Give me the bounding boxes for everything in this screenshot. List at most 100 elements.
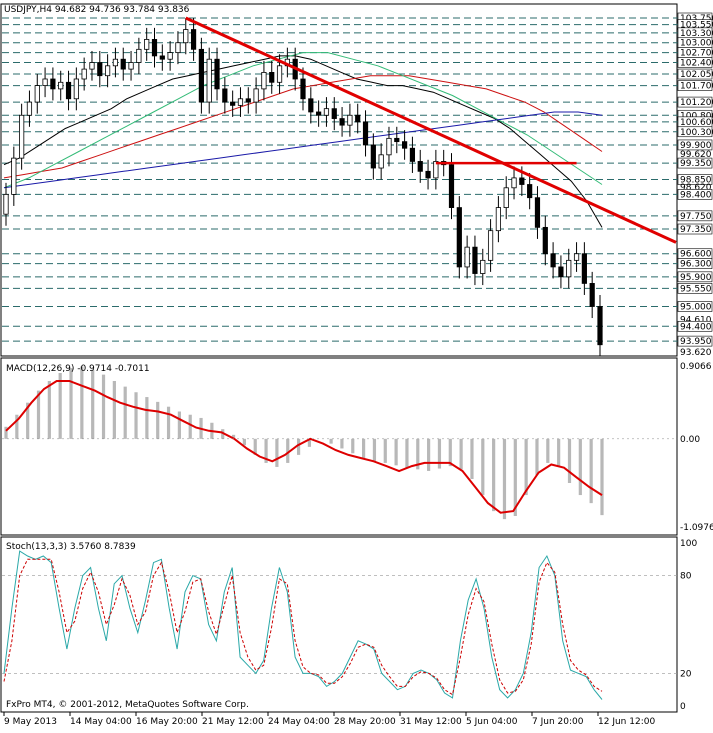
price-bar-3 [26, 101, 33, 116]
horizontal-levels [2, 17, 678, 342]
macd-signal-line [5, 380, 603, 514]
price-bar-17 [136, 48, 142, 63]
time-axis: 9 May 2013 14 May 04:00 16 May 20:00 21 May… [3, 712, 655, 727]
price-bar-27 [214, 58, 220, 90]
trendlines[interactable] [185, 16, 677, 244]
price-bar-47 [370, 144, 376, 169]
stoch-axis-label-0: 100 [680, 539, 697, 549]
price-axis-label-20: 96.600 [680, 250, 712, 260]
price-bar-1 [11, 157, 17, 195]
price-axis-label-12: 99.900 [680, 141, 712, 151]
price-bar-66 [519, 177, 525, 185]
panel-frame-1 [0, 357, 678, 536]
price-bar-16 [128, 62, 134, 70]
price-bar-12 [97, 62, 103, 77]
price-axis-box-15 [677, 174, 713, 185]
stoch-axis-label-1: 80 [680, 572, 692, 582]
price-axis-label-2: 103.300 [680, 29, 713, 39]
price-bar-63 [495, 207, 501, 232]
stochastic-panel: 100 80 20 0 [2, 539, 697, 712]
price-axis-label-23: 95.550 [680, 284, 712, 294]
price-bar-58 [456, 207, 462, 268]
price-bar-9 [73, 78, 79, 100]
price-axis-label-18: 97.750 [680, 212, 712, 222]
price-axis-label-6: 102.050 [680, 70, 713, 80]
price-axis-label-26: 94.400 [680, 322, 712, 332]
price-axis-box-22 [677, 271, 713, 283]
price-axis-box-5 [677, 57, 713, 68]
price-axis-box-8 [677, 96, 713, 108]
price-bar-0 [3, 193, 9, 215]
price-axis-label-11: 100.300 [680, 128, 713, 138]
price-axis-box-18 [677, 210, 713, 222]
price-bar-52 [409, 147, 416, 162]
price-bar-68 [534, 197, 541, 228]
panel-frame-2 [0, 536, 678, 713]
price-bar-42 [331, 108, 337, 119]
price-bar-24 [190, 29, 197, 50]
price-bar-49 [386, 137, 392, 156]
time-axis-label-2: 16 May 20:00 [136, 717, 198, 727]
price-axis-label-21: 96.300 [680, 260, 712, 270]
price-bar-43 [339, 118, 345, 126]
price-axis-box-7 [677, 80, 713, 91]
price-bar-4 [34, 85, 40, 103]
price-bar-21 [167, 52, 173, 60]
price-bar-29 [230, 101, 236, 106]
price-bar-20 [159, 55, 165, 60]
price-bar-45 [355, 114, 361, 123]
price-bar-50 [394, 137, 400, 143]
time-axis-label-1: 14 May 04:00 [70, 717, 132, 727]
price-bar-55 [433, 161, 439, 179]
moving-average-3 [3, 111, 603, 189]
time-axis-label-9: 12 Jun 12:00 [598, 717, 655, 727]
time-axis-label-6: 31 May 12:00 [400, 717, 462, 727]
price-axis-label-19: 97.350 [680, 225, 712, 235]
price-axis-box-26 [677, 320, 713, 332]
time-axis-label-5: 28 May 20:00 [334, 717, 396, 727]
price-bar-2 [19, 114, 25, 159]
price-bar-40 [316, 111, 322, 116]
macd-axis-label-2: -1.0976 [680, 523, 713, 533]
price-bars [3, 18, 603, 357]
price-axis-label-4: 102.700 [680, 49, 713, 59]
price-axis-label-24: 95.000 [680, 302, 712, 312]
price-bar-71 [558, 266, 564, 278]
moving-average-0 [3, 55, 603, 228]
price-axis-label-14: 99.350 [680, 159, 712, 169]
time-axis-label-0: 9 May 2013 [4, 717, 57, 727]
price-bar-30 [237, 98, 244, 106]
price-axis-label-1: 103.550 [680, 21, 713, 31]
price-bar-65 [511, 177, 517, 189]
price-bar-32 [253, 88, 259, 103]
price-bar-74 [581, 253, 587, 284]
time-axis-label-7: 5 Jun 04:00 [466, 717, 518, 727]
stoch-axis-label-2: 20 [680, 669, 692, 679]
trendline-0 [185, 16, 677, 244]
macd-axis-label-0: 0.9066 [680, 362, 712, 372]
price-bar-34 [269, 72, 275, 83]
price-axis-label-28: 93.620 [680, 348, 712, 358]
price-bar-18 [144, 39, 150, 50]
price-bar-23 [183, 29, 189, 44]
price-bar-67 [527, 184, 533, 199]
price-axis-label-25: 94.610 [680, 315, 712, 325]
panel-frames [0, 3, 678, 713]
price-axis-box-19 [677, 223, 713, 235]
price-bar-11 [89, 62, 95, 70]
price-bar-10 [81, 68, 87, 80]
price-bar-57 [448, 164, 455, 208]
price-axis-box-27 [677, 335, 713, 347]
price-axis-label-7: 101.700 [680, 82, 713, 92]
price-bar-22 [175, 42, 181, 54]
chart-title: USDJPY,H4 94.682 94.736 93.784 93.836 [4, 5, 190, 15]
price-bar-15 [120, 58, 126, 70]
price-bar-64 [503, 187, 509, 208]
price-axis-box-6 [677, 68, 713, 80]
price-axis-label-5: 102.400 [680, 59, 713, 69]
price-bar-28 [222, 88, 228, 103]
price-axis: 103.750103.550103.300103.000102.700102.4… [677, 12, 713, 358]
price-axis-label-27: 93.950 [680, 337, 712, 347]
price-bar-48 [378, 154, 384, 169]
